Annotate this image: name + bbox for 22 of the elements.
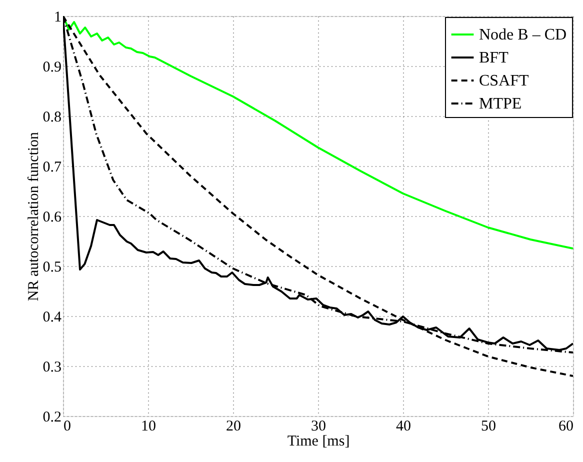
y-tick-label: 0.6 (42, 210, 62, 226)
x-axis-title: Time [ms] (287, 434, 350, 450)
x-tick-label: 10 (141, 418, 156, 434)
x-tick-label: 20 (226, 418, 241, 434)
y-tick-label: 0.4 (42, 310, 62, 326)
x-tick-label: 60 (558, 418, 574, 434)
y-tick-label: 1 (54, 10, 62, 26)
legend-label: Node B – CD (479, 26, 567, 44)
y-tick-label: 0.7 (42, 160, 62, 176)
y-tick-label: 0.5 (42, 260, 62, 276)
y-tick-label: 0.3 (42, 360, 62, 376)
y-tick-label: 0.9 (42, 60, 62, 76)
x-tick-label: 30 (311, 418, 326, 434)
y-tick-label: 0.2 (42, 410, 62, 426)
x-tick-label: 0 (64, 418, 71, 434)
x-tick-label: 40 (396, 418, 411, 434)
y-tick-label: 0.8 (42, 110, 62, 126)
legend-label: CSAFT (479, 72, 530, 90)
legend-label: BFT (479, 50, 509, 66)
legend-label: MTPE (479, 96, 522, 112)
x-tick-label: 50 (481, 418, 496, 434)
y-axis-title: NR autocorrelation function (26, 131, 42, 302)
